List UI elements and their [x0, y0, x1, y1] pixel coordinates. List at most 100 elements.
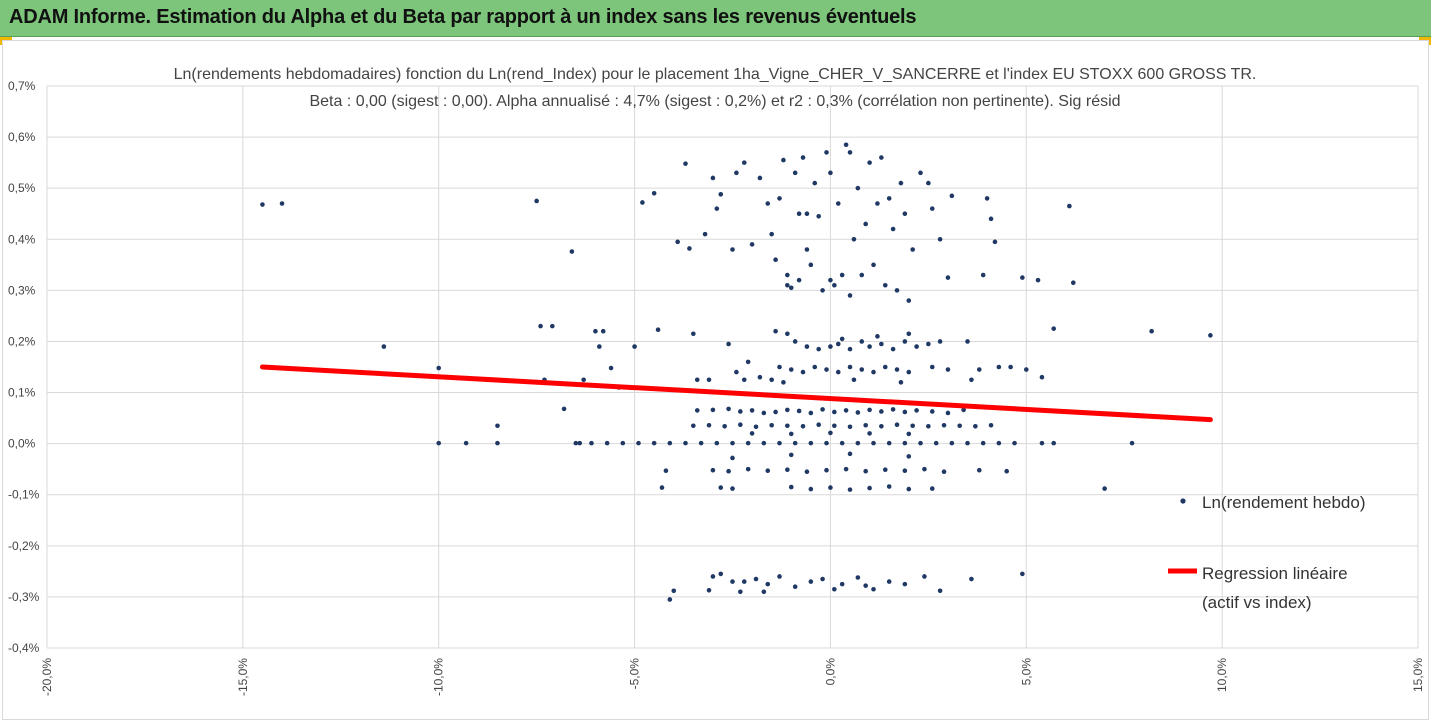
- corner-accent-right: [1419, 37, 1431, 40]
- data-point: [1012, 440, 1017, 446]
- data-point: [886, 484, 892, 489]
- data-point: [816, 422, 821, 428]
- data-point: [929, 486, 935, 491]
- data-point: [961, 407, 966, 413]
- y-tick-label: 0,6%: [8, 130, 36, 144]
- data-point: [1129, 440, 1135, 446]
- data-point: [902, 211, 908, 217]
- data-point: [894, 367, 900, 372]
- data-point: [894, 288, 900, 293]
- data-point: [683, 161, 688, 166]
- data-point: [577, 440, 583, 446]
- data-point: [804, 344, 810, 349]
- data-point: [957, 423, 962, 429]
- data-point: [667, 440, 673, 446]
- data-point: [722, 423, 727, 429]
- data-point: [659, 485, 665, 490]
- data-point: [765, 201, 771, 206]
- data-point: [980, 440, 986, 446]
- data-point: [945, 275, 951, 280]
- data-point: [589, 440, 594, 446]
- data-point: [875, 334, 880, 339]
- data-point: [882, 364, 888, 370]
- data-point: [710, 175, 716, 181]
- data-point: [929, 409, 935, 414]
- data-point: [894, 422, 900, 428]
- x-tick-label: -20,0%: [40, 658, 54, 696]
- report-title: ADAM Informe. Estimation du Alpha et du …: [9, 6, 917, 28]
- data-point: [738, 589, 743, 595]
- data-point: [867, 160, 872, 165]
- data-point: [777, 196, 782, 201]
- data-point: [741, 377, 747, 383]
- data-point: [996, 440, 1002, 446]
- data-point: [463, 440, 469, 446]
- data-point: [851, 236, 857, 242]
- data-point: [788, 452, 794, 458]
- data-point: [773, 257, 778, 263]
- data-point: [804, 247, 810, 252]
- data-point: [843, 142, 849, 148]
- regression-line: [259, 364, 1213, 423]
- data-point: [965, 440, 970, 446]
- y-tick-label: -0,2%: [8, 539, 40, 553]
- data-point: [988, 216, 994, 222]
- data-point: [1051, 326, 1057, 331]
- data-point: [902, 339, 908, 344]
- data-point: [941, 469, 947, 475]
- chart-title-line-1: Ln(rendements hebdomadaires) fonction du…: [174, 66, 1257, 83]
- corner-accent-left: [0, 37, 12, 40]
- data-point: [906, 298, 912, 303]
- data-point: [824, 150, 829, 155]
- data-point: [1208, 333, 1213, 338]
- data-point: [757, 175, 763, 181]
- data-point: [816, 346, 821, 352]
- x-tick-label: -5,0%: [628, 658, 642, 690]
- data-point: [785, 423, 790, 429]
- data-point: [761, 440, 767, 446]
- data-point: [820, 407, 825, 412]
- data-point: [926, 180, 931, 186]
- data-point: [922, 466, 927, 472]
- data-point: [796, 277, 802, 283]
- data-point: [706, 377, 712, 383]
- data-point: [875, 201, 880, 206]
- y-tick-label: 0,7%: [8, 79, 36, 93]
- data-point: [702, 231, 708, 237]
- data-point: [973, 423, 978, 429]
- data-point: [777, 440, 782, 446]
- data-point: [847, 293, 853, 298]
- y-tick-label: 0,3%: [8, 283, 36, 297]
- data-point: [812, 364, 818, 370]
- y-tick-label: -0,4%: [8, 641, 40, 655]
- data-point: [710, 574, 716, 579]
- data-point: [820, 576, 825, 582]
- data-point: [832, 586, 837, 592]
- data-point: [855, 185, 861, 191]
- data-point: [761, 589, 767, 595]
- data-point: [730, 455, 735, 461]
- data-point: [804, 469, 810, 475]
- data-point: [785, 467, 790, 472]
- legend-marker-scatter: [1180, 498, 1186, 504]
- data-point: [1020, 275, 1025, 280]
- data-point: [976, 367, 982, 372]
- y-tick-label: 0,0%: [8, 437, 36, 451]
- data-point: [808, 262, 814, 268]
- data-point: [710, 467, 716, 473]
- y-tick-label: 0,1%: [8, 386, 36, 400]
- data-point: [918, 170, 923, 176]
- data-point: [851, 377, 857, 383]
- data-point: [847, 150, 853, 155]
- data-point: [749, 431, 755, 436]
- data-point: [1008, 364, 1013, 370]
- y-tick-label: -0,3%: [8, 590, 40, 604]
- report-header: ADAM Informe. Estimation du Alpha et du …: [0, 0, 1431, 37]
- data-point: [886, 579, 892, 584]
- data-point: [820, 288, 825, 293]
- data-point: [796, 408, 802, 414]
- data-point: [436, 365, 442, 371]
- data-point: [753, 424, 759, 430]
- y-tick-label: 0,2%: [8, 334, 36, 348]
- x-tick-label: -15,0%: [236, 658, 250, 696]
